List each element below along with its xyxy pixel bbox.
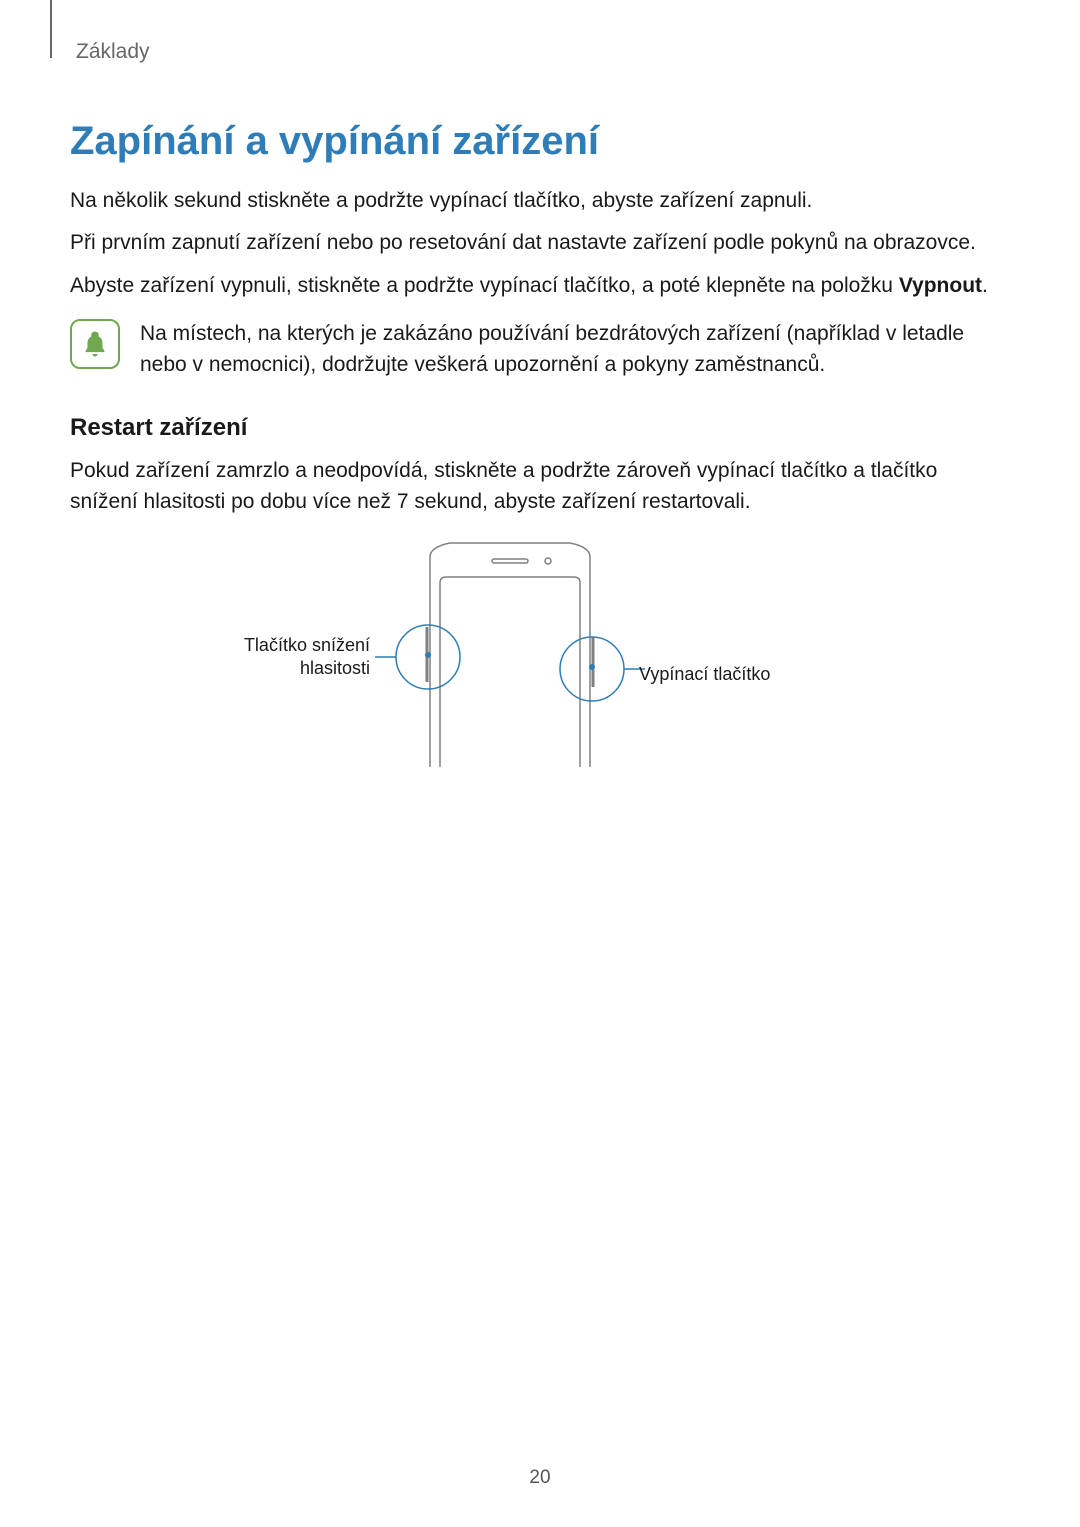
paragraph-3-suffix: . <box>982 274 988 297</box>
paragraph-3: Abyste zařízení vypnuli, stiskněte a pod… <box>70 271 1010 301</box>
paragraph-3-prefix: Abyste zařízení vypnuli, stiskněte a pod… <box>70 274 899 297</box>
paragraph-3-bold: Vypnout <box>899 274 982 297</box>
breadcrumb: Základy <box>76 40 1010 64</box>
header-rule <box>50 0 52 58</box>
paragraph-1: Na několik sekund stiskněte a podržte vy… <box>70 186 1010 216</box>
page-title: Zapínání a vypínání zařízení <box>70 119 1010 164</box>
subheading-restart: Restart zařízení <box>70 414 1010 442</box>
page-content: Základy Zapínání a vypínání zařízení Na … <box>0 0 1080 767</box>
note-row: Na místech, na kterých je zakázáno použí… <box>70 319 1010 380</box>
callout-volume-line1: Tlačítko snížení <box>244 635 370 655</box>
phone-diagram: Tlačítko snížení hlasitosti Vypínací tla… <box>70 537 1010 767</box>
paragraph-2: Při prvním zapnutí zařízení nebo po rese… <box>70 228 1010 258</box>
page-number: 20 <box>0 1467 1080 1489</box>
restart-paragraph: Pokud zařízení zamrzlo a neodpovídá, sti… <box>70 456 1010 517</box>
bell-icon <box>70 319 120 369</box>
callout-power: Vypínací tlačítko <box>639 663 770 686</box>
callout-volume-down: Tlačítko snížení hlasitosti <box>240 634 370 681</box>
callout-volume-line2: hlasitosti <box>300 658 370 678</box>
note-text: Na místech, na kterých je zakázáno použí… <box>140 319 1010 380</box>
